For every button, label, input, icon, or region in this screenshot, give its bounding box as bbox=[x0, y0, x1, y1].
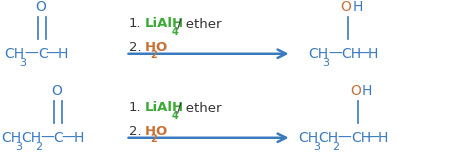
Text: C: C bbox=[38, 47, 48, 61]
Text: 4: 4 bbox=[172, 27, 179, 37]
Text: O: O bbox=[51, 84, 62, 98]
Text: C: C bbox=[54, 131, 64, 145]
Text: O: O bbox=[341, 0, 351, 14]
Text: 2: 2 bbox=[151, 134, 157, 144]
Text: 2.: 2. bbox=[129, 40, 142, 54]
Text: —: — bbox=[46, 47, 59, 61]
Text: 2: 2 bbox=[35, 142, 42, 152]
Text: LiAlH: LiAlH bbox=[145, 17, 184, 30]
Text: H: H bbox=[145, 124, 155, 138]
Text: CH: CH bbox=[299, 131, 319, 145]
Text: O: O bbox=[155, 40, 167, 54]
Text: 3: 3 bbox=[19, 58, 26, 68]
Text: —: — bbox=[40, 131, 54, 145]
Text: O: O bbox=[155, 124, 167, 138]
Text: H: H bbox=[352, 0, 363, 14]
Text: 1.: 1. bbox=[129, 101, 142, 114]
Text: O: O bbox=[36, 0, 46, 14]
Text: H: H bbox=[58, 47, 68, 61]
Text: LiAlH: LiAlH bbox=[145, 101, 184, 114]
Text: 1.: 1. bbox=[129, 17, 142, 30]
Text: CH: CH bbox=[308, 47, 328, 61]
Text: CH: CH bbox=[351, 131, 371, 145]
Text: 3: 3 bbox=[313, 142, 320, 152]
Text: CH: CH bbox=[318, 131, 338, 145]
Text: 2: 2 bbox=[151, 50, 157, 60]
Text: H: H bbox=[377, 131, 388, 145]
Text: —: — bbox=[356, 47, 369, 61]
Text: —: — bbox=[61, 131, 75, 145]
Text: / ether: / ether bbox=[177, 17, 221, 30]
Text: 4: 4 bbox=[172, 111, 179, 121]
Text: 3: 3 bbox=[322, 58, 329, 68]
Text: 2: 2 bbox=[332, 142, 339, 152]
Text: —: — bbox=[25, 47, 38, 61]
Text: CH: CH bbox=[21, 131, 41, 145]
Text: / ether: / ether bbox=[177, 101, 221, 114]
Text: O: O bbox=[350, 84, 361, 98]
Text: —: — bbox=[337, 131, 351, 145]
Text: 2.: 2. bbox=[129, 124, 142, 138]
Text: CH: CH bbox=[1, 131, 21, 145]
Text: H: H bbox=[362, 84, 372, 98]
Text: CH: CH bbox=[341, 47, 361, 61]
Text: CH: CH bbox=[5, 47, 25, 61]
Text: H: H bbox=[73, 131, 84, 145]
Text: —: — bbox=[365, 131, 379, 145]
Text: H: H bbox=[145, 40, 155, 54]
Text: —: — bbox=[328, 47, 342, 61]
Text: 3: 3 bbox=[16, 142, 23, 152]
Text: H: H bbox=[368, 47, 378, 61]
